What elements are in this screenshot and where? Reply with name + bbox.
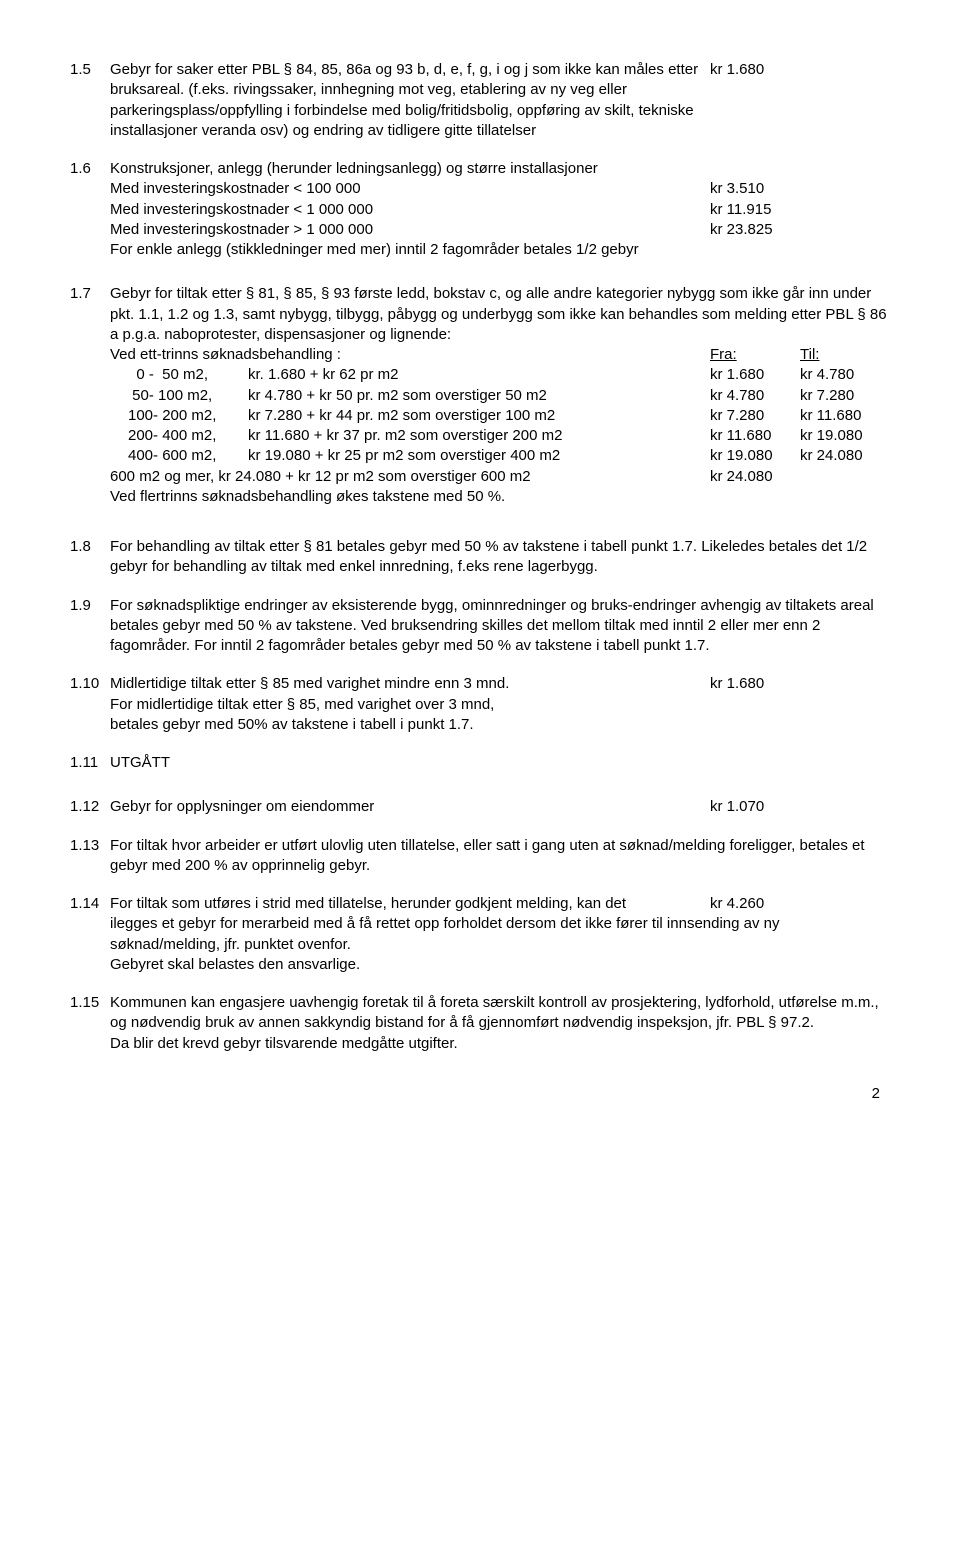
section-text: Kommunen kan engasjere uavhengig foretak… (110, 993, 890, 1054)
section-number: 1.9 (70, 596, 110, 657)
section-number: 1.7 (70, 284, 110, 507)
price: kr 4.260 (710, 894, 800, 914)
from-cell: kr 4.780 (710, 386, 800, 406)
formula-cell: kr 19.080 + kr 25 pr m2 som overstiger 4… (248, 446, 710, 466)
line-text: Med investeringskostnader < 1 000 000 (110, 200, 710, 220)
section-text: For behandling av tiltak etter § 81 beta… (110, 537, 890, 578)
from-cell: kr 11.680 (710, 426, 800, 446)
section-number: 1.13 (70, 836, 110, 877)
section-text: ilegges et gebyr for merarbeid med å få … (110, 914, 890, 975)
section-1-7: 1.7 Gebyr for tiltak etter § 81, § 85, §… (70, 284, 890, 507)
section-1-9: 1.9 For søknadspliktige endringer av eks… (70, 596, 890, 657)
section-tail: For enkle anlegg (stikkledninger med mer… (110, 240, 890, 260)
to-cell: kr 24.080 (800, 446, 890, 466)
page-number: 2 (70, 1084, 890, 1104)
section-number: 1.5 (70, 60, 110, 141)
section-1-10: 1.10 Midlertidige tiltak etter § 85 med … (70, 674, 890, 735)
section-intro: Gebyr for tiltak etter § 81, § 85, § 93 … (110, 284, 890, 345)
section-tail: Ved flertrinns søknadsbehandling økes ta… (110, 487, 890, 507)
section-number: 1.8 (70, 537, 110, 578)
table-row: 400- 600 m2,kr 19.080 + kr 25 pr m2 som … (128, 446, 890, 466)
section-number: 1.11 (70, 753, 110, 773)
range-cell: 400- 600 m2, (128, 446, 248, 466)
section-1-8: 1.8 For behandling av tiltak etter § 81 … (70, 537, 890, 578)
price: kr 3.510 (710, 179, 800, 199)
range-cell: 100- 200 m2, (128, 406, 248, 426)
section-text: For søknadspliktige endringer av eksiste… (110, 596, 890, 657)
range-cell: 50- 100 m2, (128, 386, 248, 406)
line-text: betales gebyr med 50% av takstene i tabe… (110, 715, 890, 735)
section-1-14: 1.14 For tiltak som utføres i strid med … (70, 894, 890, 975)
section-number: 1.12 (70, 797, 110, 817)
range-cell: 200- 400 m2, (128, 426, 248, 446)
table-row: 100- 200 m2,kr 7.280 + kr 44 pr. m2 som … (128, 406, 890, 426)
to-cell: kr 19.080 (800, 426, 890, 446)
from-cell: kr 1.680 (710, 365, 800, 385)
section-1-5: 1.5 Gebyr for saker etter PBL § 84, 85, … (70, 60, 890, 141)
section-number: 1.6 (70, 159, 110, 260)
to-cell: kr 7.280 (800, 386, 890, 406)
table-row: 200- 400 m2,kr 11.680 + kr 37 pr. m2 som… (128, 426, 890, 446)
price: kr 23.825 (710, 220, 800, 240)
table-row: 0 - 50 m2,kr. 1.680 + kr 62 pr m2kr 1.68… (128, 365, 890, 385)
price: kr 1.070 (710, 797, 800, 817)
table-row: 50- 100 m2,kr 4.780 + kr 50 pr. m2 som o… (128, 386, 890, 406)
section-number: 1.10 (70, 674, 110, 735)
line-text: For tiltak som utføres i strid med tilla… (110, 894, 710, 914)
price: kr 24.080 (710, 467, 800, 487)
formula-cell: kr 11.680 + kr 37 pr. m2 som overstiger … (248, 426, 710, 446)
table-header-to: Til: (800, 345, 890, 365)
line-text: 600 m2 og mer, kr 24.080 + kr 12 pr m2 s… (110, 467, 710, 487)
section-intro: Konstruksjoner, anlegg (herunder ledning… (110, 159, 890, 179)
price: kr 11.915 (710, 200, 800, 220)
price: kr 1.680 (710, 674, 800, 694)
formula-cell: kr. 1.680 + kr 62 pr m2 (248, 365, 710, 385)
line-text: Midlertidige tiltak etter § 85 med varig… (110, 674, 710, 694)
from-cell: kr 7.280 (710, 406, 800, 426)
section-number: 1.15 (70, 993, 110, 1054)
table-header-text: Ved ett-trinns søknadsbehandling : (110, 345, 710, 365)
section-1-13: 1.13 For tiltak hvor arbeider er utført … (70, 836, 890, 877)
section-1-12: 1.12 Gebyr for opplysninger om eiendomme… (70, 797, 890, 817)
line-text: For midlertidige tiltak etter § 85, med … (110, 695, 890, 715)
range-cell: 0 - 50 m2, (128, 365, 248, 385)
formula-cell: kr 7.280 + kr 44 pr. m2 som overstiger 1… (248, 406, 710, 426)
section-1-15: 1.15 Kommunen kan engasjere uavhengig fo… (70, 993, 890, 1054)
section-text: Gebyr for saker etter PBL § 84, 85, 86a … (110, 60, 710, 141)
line-text: Med investeringskostnader < 100 000 (110, 179, 710, 199)
from-cell: kr 19.080 (710, 446, 800, 466)
to-cell: kr 4.780 (800, 365, 890, 385)
section-1-6: 1.6 Konstruksjoner, anlegg (herunder led… (70, 159, 890, 260)
price: kr 1.680 (710, 60, 800, 141)
formula-cell: kr 4.780 + kr 50 pr. m2 som overstiger 5… (248, 386, 710, 406)
section-text: For tiltak hvor arbeider er utført ulovl… (110, 836, 890, 877)
to-cell: kr 11.680 (800, 406, 890, 426)
section-text: Gebyr for opplysninger om eiendommer (110, 797, 710, 817)
section-text: UTGÅTT (110, 753, 890, 773)
section-1-11: 1.11 UTGÅTT (70, 753, 890, 773)
section-number: 1.14 (70, 894, 110, 975)
table-header-from: Fra: (710, 345, 800, 365)
line-text: Med investeringskostnader > 1 000 000 (110, 220, 710, 240)
